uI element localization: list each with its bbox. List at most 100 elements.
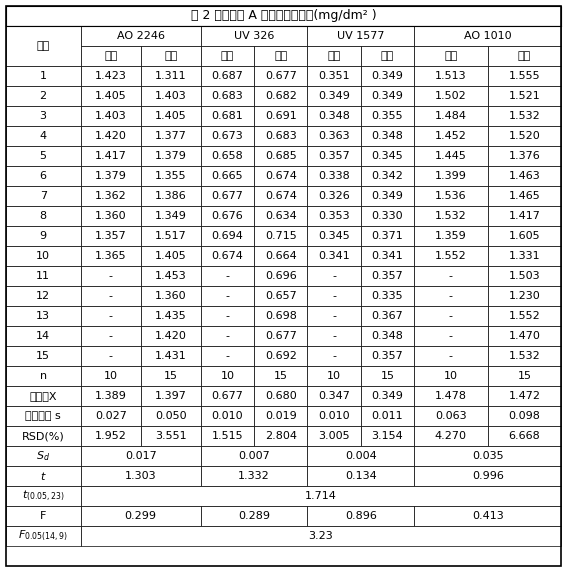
Text: 0.683: 0.683 [265,131,297,141]
Text: 组间: 组间 [274,51,287,61]
Text: 0.347: 0.347 [318,391,350,401]
Bar [201,326,254,346]
Text: 0.349: 0.349 [371,391,403,401]
Bar [6,246,81,266]
Bar [81,526,561,546]
Bar [201,386,254,406]
Text: -: - [109,331,113,341]
Bar [141,226,201,246]
Bar [201,306,254,326]
Text: 1.515: 1.515 [211,431,243,441]
Text: -: - [225,311,230,321]
Bar [414,446,561,466]
Bar [201,26,307,46]
Bar [488,46,561,66]
Text: 1.389: 1.389 [95,391,126,401]
Text: 标准偏差 s: 标准偏差 s [26,411,61,421]
Bar [307,346,361,366]
Text: 1.520: 1.520 [509,131,540,141]
Text: 15: 15 [518,371,531,381]
Text: 15: 15 [164,371,177,381]
Bar [6,406,81,426]
Text: 1.536: 1.536 [435,191,467,201]
Bar [6,226,81,246]
Text: 组内: 组内 [445,51,458,61]
Text: 1.303: 1.303 [125,471,156,481]
Text: -: - [225,331,230,341]
Bar [141,386,201,406]
Bar [361,206,414,226]
Text: 0.687: 0.687 [211,71,243,81]
Bar [141,426,201,446]
Text: 组内: 组内 [327,51,341,61]
Bar [361,326,414,346]
Text: 0.349: 0.349 [318,91,350,101]
Text: 0.371: 0.371 [371,231,403,241]
Text: -: - [449,311,453,321]
Text: 0.685: 0.685 [265,151,297,161]
Bar [201,286,254,306]
Text: AO 2246: AO 2246 [117,31,164,41]
Bar [6,286,81,306]
Text: 1.445: 1.445 [435,151,467,161]
Bar [81,466,201,486]
Text: UV 1577: UV 1577 [337,31,384,41]
Text: UV 326: UV 326 [234,31,274,41]
Bar [307,186,361,206]
Text: 1.355: 1.355 [155,171,187,181]
Text: 1.532: 1.532 [435,211,467,221]
Text: -: - [332,311,336,321]
Text: 1.532: 1.532 [509,351,540,361]
Bar [307,266,361,286]
Text: 0.715: 0.715 [265,231,297,241]
Bar [488,146,561,166]
Bar [6,366,81,386]
Bar [488,386,561,406]
Text: -: - [225,351,230,361]
Bar [81,66,141,86]
Text: 2: 2 [40,91,46,101]
Bar [488,306,561,326]
Bar [488,166,561,186]
Text: -: - [109,291,113,301]
Bar [81,86,141,106]
Bar [201,86,254,106]
Bar [414,26,561,46]
Bar [254,326,307,346]
Bar [81,46,141,66]
Bar [254,46,307,66]
Text: 1.365: 1.365 [95,251,126,261]
Text: $F_{0.05(14,9)}$: $F_{0.05(14,9)}$ [18,529,68,543]
Text: $t_{(0.05,23)}$: $t_{(0.05,23)}$ [22,489,65,503]
Text: -: - [332,351,336,361]
Text: 6: 6 [40,171,46,181]
Bar [81,386,141,406]
Bar [201,126,254,146]
Bar [488,86,561,106]
Text: 0.010: 0.010 [211,411,243,421]
Bar [81,486,561,506]
Bar [81,186,141,206]
Bar [414,466,561,486]
Text: 0.681: 0.681 [211,111,243,121]
Bar [414,386,488,406]
Bar [6,426,81,446]
Text: 1.952: 1.952 [95,431,126,441]
Bar [6,166,81,186]
Bar [254,286,307,306]
Bar [6,506,81,526]
Text: 0.682: 0.682 [265,91,297,101]
Bar [6,126,81,146]
Bar [307,66,361,86]
Bar [6,326,81,346]
Bar [81,506,201,526]
Bar [81,226,141,246]
Bar [201,506,307,526]
Bar [201,426,254,446]
Text: 0.996: 0.996 [472,471,503,481]
Text: AO 1010: AO 1010 [464,31,511,41]
Bar [361,426,414,446]
Bar [6,146,81,166]
Text: 1.403: 1.403 [95,111,126,121]
Bar [414,226,488,246]
